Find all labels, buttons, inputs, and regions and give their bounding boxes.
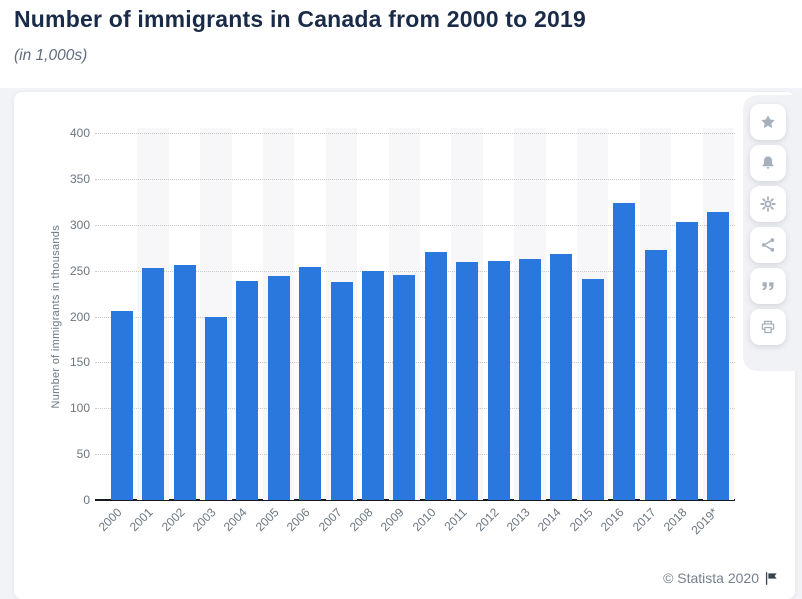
page-title: Number of immigrants in Canada from 2000… — [14, 6, 586, 32]
quote-icon — [762, 282, 774, 291]
bar[interactable] — [204, 317, 227, 500]
y-tick-label: 250 — [69, 263, 90, 278]
y-tick-label: 0 — [83, 493, 90, 507]
bar-chart: Number of immigrants in thousands 0 50 100… — [14, 92, 795, 599]
bell-icon — [762, 156, 774, 169]
chart-header: Number of immigrants in Canada from 2000… — [14, 6, 774, 65]
bar[interactable] — [707, 212, 730, 500]
star-icon — [761, 115, 775, 128]
notifications-button[interactable] — [750, 145, 786, 181]
bar[interactable] — [675, 222, 698, 500]
y-tick-label: 50 — [76, 447, 90, 462]
gridline — [95, 133, 735, 134]
bar[interactable] — [361, 271, 384, 500]
bar[interactable] — [613, 203, 636, 500]
gridline — [95, 270, 735, 272]
print-button[interactable] — [750, 309, 786, 345]
copyright-note: © Statista 2020 — [663, 570, 778, 586]
chart-toolbar — [743, 95, 802, 371]
bar[interactable] — [236, 281, 259, 500]
chart-card: Number of immigrants in thousands 0 50 100… — [14, 92, 795, 599]
y-tick-label: 100 — [69, 401, 90, 416]
bar[interactable] — [456, 262, 479, 500]
gear-icon — [760, 196, 776, 212]
y-tick-label: 200 — [69, 309, 90, 324]
bar[interactable] — [550, 254, 573, 500]
bar[interactable] — [110, 311, 133, 500]
bar[interactable] — [299, 267, 322, 500]
bar[interactable] — [581, 279, 604, 500]
bar[interactable] — [330, 282, 353, 500]
gridline — [95, 178, 735, 180]
share-button[interactable] — [750, 227, 786, 263]
bar[interactable] — [644, 250, 667, 500]
printer-icon — [761, 320, 775, 334]
copyright-text: © Statista 2020 — [663, 570, 759, 586]
bar[interactable] — [487, 261, 510, 500]
bar[interactable] — [267, 276, 290, 500]
bar[interactable] — [518, 259, 541, 500]
page-subtitle: (in 1,000s) — [14, 47, 88, 64]
bar[interactable] — [393, 275, 416, 500]
flag-icon — [765, 571, 777, 585]
y-tick-label: 150 — [69, 355, 90, 370]
favorite-button[interactable] — [750, 104, 786, 140]
y-tick-label: 400 — [69, 126, 90, 140]
y-tick-label: 350 — [69, 171, 90, 186]
bar[interactable] — [142, 268, 165, 500]
settings-button[interactable] — [750, 186, 786, 222]
x-axis-line — [95, 499, 735, 501]
cite-button[interactable] — [750, 268, 786, 304]
gridline — [95, 224, 735, 226]
bar[interactable] — [173, 265, 196, 500]
y-tick-label: 300 — [69, 217, 90, 232]
bar[interactable] — [424, 252, 447, 500]
share-icon — [761, 238, 775, 252]
